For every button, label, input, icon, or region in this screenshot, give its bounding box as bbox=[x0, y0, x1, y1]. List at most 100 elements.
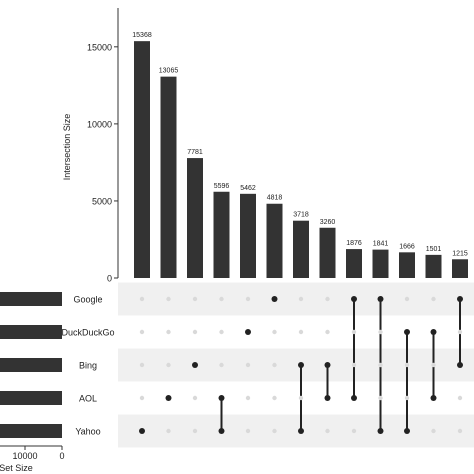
matrix-dot-inactive bbox=[298, 296, 304, 302]
matrix-dot-inactive bbox=[457, 329, 463, 335]
matrix-dot-inactive bbox=[325, 296, 330, 302]
intersection-bar bbox=[319, 227, 336, 278]
matrix-dot-inactive bbox=[272, 395, 277, 401]
bar-value-label: 15368 bbox=[132, 32, 152, 39]
matrix-dot-inactive bbox=[351, 362, 357, 368]
bar-value-label: 1841 bbox=[373, 241, 389, 248]
matrix-dot-inactive bbox=[245, 395, 251, 401]
set-size-tick-label: 10000 bbox=[12, 451, 37, 461]
matrix-dot-inactive bbox=[378, 362, 383, 368]
matrix-dot-active bbox=[377, 428, 384, 434]
matrix-dot-inactive bbox=[219, 296, 224, 302]
matrix-dot-inactive bbox=[245, 428, 251, 434]
intersection-bar bbox=[266, 203, 283, 278]
matrix-dot-inactive bbox=[192, 296, 198, 302]
matrix-dot-active bbox=[404, 329, 410, 335]
bar-value-label: 1215 bbox=[452, 250, 468, 257]
matrix-dot-inactive bbox=[351, 329, 357, 335]
matrix-dot-inactive bbox=[139, 296, 145, 302]
matrix-dot-inactive bbox=[192, 428, 198, 434]
matrix-dot-inactive bbox=[139, 362, 145, 368]
matrix-dot-inactive bbox=[272, 329, 277, 335]
matrix-dot-inactive bbox=[404, 296, 410, 302]
matrix-dot-active bbox=[139, 428, 145, 434]
matrix-dot-active bbox=[457, 362, 463, 368]
intersection-bar bbox=[293, 220, 309, 278]
matrix-dot-inactive bbox=[378, 395, 383, 401]
bar-value-label: 1876 bbox=[346, 240, 362, 247]
matrix-dot-inactive bbox=[298, 329, 304, 335]
matrix-dot-active bbox=[351, 395, 357, 401]
set-size-bar bbox=[0, 424, 62, 438]
intersection-bar bbox=[452, 259, 468, 278]
matrix-dot-inactive bbox=[166, 428, 171, 434]
intersection-bar bbox=[134, 41, 150, 278]
intersection-bar bbox=[240, 193, 256, 278]
y-tick-label: 15000 bbox=[87, 42, 112, 52]
matrix-dot-inactive bbox=[457, 428, 463, 434]
matrix-dot-active bbox=[245, 329, 251, 335]
set-size-bar bbox=[0, 292, 62, 306]
y-tick-label: 10000 bbox=[87, 119, 112, 129]
matrix-dot-inactive bbox=[272, 428, 277, 434]
set-name-label: Google bbox=[73, 295, 102, 305]
intersection-bar bbox=[372, 249, 389, 278]
matrix-dot-active bbox=[218, 395, 225, 401]
matrix-dot-active bbox=[165, 395, 172, 401]
matrix-dot-inactive bbox=[298, 395, 304, 401]
bar-value-label: 3718 bbox=[293, 212, 309, 219]
set-name-label: AOL bbox=[79, 394, 97, 404]
matrix-dot-active bbox=[298, 428, 304, 434]
matrix-dot-inactive bbox=[325, 329, 330, 335]
y-tick-label: 5000 bbox=[92, 196, 112, 206]
matrix-dot-inactive bbox=[351, 428, 357, 434]
intersection-bar bbox=[425, 254, 442, 278]
bar-value-label: 4818 bbox=[267, 195, 283, 202]
set-size-bar bbox=[0, 391, 63, 405]
bar-value-label: 13065 bbox=[159, 68, 179, 75]
set-name-label: DuckDuckGo bbox=[61, 328, 114, 338]
set-size-bar bbox=[0, 358, 63, 372]
matrix-dot-active bbox=[430, 395, 437, 401]
matrix-dot-inactive bbox=[192, 395, 198, 401]
y-tick-label: 0 bbox=[107, 274, 112, 284]
bar-value-label: 5462 bbox=[240, 185, 256, 192]
intersection-bar bbox=[399, 252, 415, 278]
intersection-bar bbox=[187, 158, 203, 278]
matrix-dot-inactive bbox=[166, 296, 171, 302]
y-axis-title: Intersection Size bbox=[62, 114, 72, 181]
matrix-dot-active bbox=[271, 296, 278, 302]
matrix-dot-inactive bbox=[219, 362, 224, 368]
matrix-dot-active bbox=[351, 296, 357, 302]
matrix-dot-inactive bbox=[404, 362, 410, 368]
bar-value-label: 7781 bbox=[187, 149, 203, 156]
set-size-tick-label: 0 bbox=[59, 451, 64, 461]
matrix-dot-inactive bbox=[166, 329, 171, 335]
matrix-dot-inactive bbox=[192, 329, 198, 335]
matrix-dot-active bbox=[324, 395, 331, 401]
intersection-bar bbox=[160, 76, 177, 278]
matrix-dot-active bbox=[324, 362, 331, 368]
matrix-dot-inactive bbox=[457, 395, 463, 401]
matrix-dot-inactive bbox=[378, 329, 383, 335]
bar-value-label: 3260 bbox=[320, 219, 336, 226]
matrix-dot-inactive bbox=[219, 329, 224, 335]
matrix-dot-active bbox=[192, 362, 198, 368]
matrix-dot-active bbox=[457, 296, 463, 302]
matrix-row-stripe bbox=[118, 348, 474, 382]
intersection-bar bbox=[346, 249, 362, 278]
matrix-dot-inactive bbox=[431, 428, 436, 434]
matrix-dot-active bbox=[218, 428, 225, 434]
set-name-label: Yahoo bbox=[75, 427, 100, 437]
matrix-dot-inactive bbox=[139, 329, 145, 335]
bar-value-label: 5596 bbox=[214, 183, 230, 190]
matrix-dot-inactive bbox=[245, 362, 251, 368]
matrix-dot-inactive bbox=[166, 362, 171, 368]
bar-value-label: 1666 bbox=[399, 243, 415, 250]
intersection-bar bbox=[213, 191, 230, 278]
matrix-dot-inactive bbox=[325, 428, 330, 434]
matrix-dot-active bbox=[298, 362, 304, 368]
matrix-dot-inactive bbox=[272, 362, 277, 368]
matrix-dot-active bbox=[377, 296, 384, 302]
